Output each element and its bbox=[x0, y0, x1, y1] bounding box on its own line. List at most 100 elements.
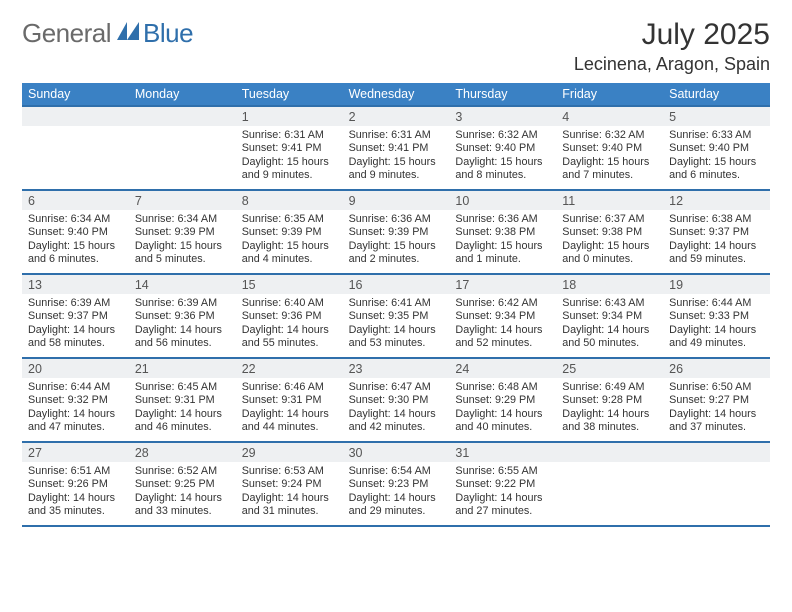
daylight-text-2: and 58 minutes. bbox=[28, 337, 123, 350]
day-number-cell: 30 bbox=[343, 443, 450, 462]
dow-header-row: Sunday Monday Tuesday Wednesday Thursday… bbox=[22, 83, 770, 105]
daylight-text: Daylight: 14 hours bbox=[455, 408, 550, 421]
sunset-text: Sunset: 9:34 PM bbox=[562, 310, 657, 323]
daylight-text: Daylight: 15 hours bbox=[242, 240, 337, 253]
daylight-text-2: and 52 minutes. bbox=[455, 337, 550, 350]
sunrise-text: Sunrise: 6:55 AM bbox=[455, 465, 550, 478]
sunset-text: Sunset: 9:26 PM bbox=[28, 478, 123, 491]
dow-cell: Sunday bbox=[22, 83, 129, 105]
sunset-text: Sunset: 9:27 PM bbox=[669, 394, 764, 407]
sunset-text: Sunset: 9:35 PM bbox=[349, 310, 444, 323]
daylight-text: Daylight: 15 hours bbox=[455, 156, 550, 169]
sunset-text: Sunset: 9:39 PM bbox=[135, 226, 230, 239]
day-number-cell: 5 bbox=[663, 107, 770, 126]
day-body-cell: Sunrise: 6:46 AMSunset: 9:31 PMDaylight:… bbox=[236, 378, 343, 441]
day-body-cell: Sunrise: 6:50 AMSunset: 9:27 PMDaylight:… bbox=[663, 378, 770, 441]
week-row: 13141516171819Sunrise: 6:39 AMSunset: 9:… bbox=[22, 273, 770, 357]
daylight-text: Daylight: 14 hours bbox=[455, 324, 550, 337]
daylight-text: Daylight: 15 hours bbox=[135, 240, 230, 253]
daylight-text-2: and 31 minutes. bbox=[242, 505, 337, 518]
daylight-text: Daylight: 14 hours bbox=[562, 324, 657, 337]
daylight-text-2: and 50 minutes. bbox=[562, 337, 657, 350]
day-body-cell: Sunrise: 6:44 AMSunset: 9:33 PMDaylight:… bbox=[663, 294, 770, 357]
daylight-text-2: and 29 minutes. bbox=[349, 505, 444, 518]
sunrise-text: Sunrise: 6:40 AM bbox=[242, 297, 337, 310]
daylight-text: Daylight: 15 hours bbox=[28, 240, 123, 253]
sunset-text: Sunset: 9:40 PM bbox=[455, 142, 550, 155]
daylight-text-2: and 2 minutes. bbox=[349, 253, 444, 266]
daylight-text: Daylight: 14 hours bbox=[349, 324, 444, 337]
sunset-text: Sunset: 9:37 PM bbox=[669, 226, 764, 239]
sunrise-text: Sunrise: 6:36 AM bbox=[349, 213, 444, 226]
calendar-body: 12345Sunrise: 6:31 AMSunset: 9:41 PMDayl… bbox=[22, 105, 770, 525]
sunrise-text: Sunrise: 6:32 AM bbox=[562, 129, 657, 142]
sunrise-text: Sunrise: 6:44 AM bbox=[669, 297, 764, 310]
day-number-cell: 15 bbox=[236, 275, 343, 294]
day-number-cell: 7 bbox=[129, 191, 236, 210]
day-number-cell: 24 bbox=[449, 359, 556, 378]
day-body-cell: Sunrise: 6:32 AMSunset: 9:40 PMDaylight:… bbox=[556, 126, 663, 189]
daylight-text: Daylight: 15 hours bbox=[669, 156, 764, 169]
daylight-text-2: and 35 minutes. bbox=[28, 505, 123, 518]
sunrise-text: Sunrise: 6:33 AM bbox=[669, 129, 764, 142]
day-body-cell: Sunrise: 6:44 AMSunset: 9:32 PMDaylight:… bbox=[22, 378, 129, 441]
daylight-text-2: and 4 minutes. bbox=[242, 253, 337, 266]
sunrise-text: Sunrise: 6:31 AM bbox=[242, 129, 337, 142]
day-number-cell: 2 bbox=[343, 107, 450, 126]
week-row: 2728293031Sunrise: 6:51 AMSunset: 9:26 P… bbox=[22, 441, 770, 525]
dow-cell: Tuesday bbox=[236, 83, 343, 105]
day-number-cell: 19 bbox=[663, 275, 770, 294]
sunrise-text: Sunrise: 6:31 AM bbox=[349, 129, 444, 142]
sunset-text: Sunset: 9:36 PM bbox=[135, 310, 230, 323]
day-number-cell: 3 bbox=[449, 107, 556, 126]
sunset-text: Sunset: 9:30 PM bbox=[349, 394, 444, 407]
dow-cell: Saturday bbox=[663, 83, 770, 105]
sunrise-text: Sunrise: 6:41 AM bbox=[349, 297, 444, 310]
sunrise-text: Sunrise: 6:48 AM bbox=[455, 381, 550, 394]
sunset-text: Sunset: 9:41 PM bbox=[242, 142, 337, 155]
dow-cell: Monday bbox=[129, 83, 236, 105]
day-number-cell: 21 bbox=[129, 359, 236, 378]
day-body-cell: Sunrise: 6:41 AMSunset: 9:35 PMDaylight:… bbox=[343, 294, 450, 357]
day-body-cell: Sunrise: 6:32 AMSunset: 9:40 PMDaylight:… bbox=[449, 126, 556, 189]
sunrise-text: Sunrise: 6:32 AM bbox=[455, 129, 550, 142]
day-number-cell: 27 bbox=[22, 443, 129, 462]
day-body-cell: Sunrise: 6:33 AMSunset: 9:40 PMDaylight:… bbox=[663, 126, 770, 189]
day-body-cell: Sunrise: 6:49 AMSunset: 9:28 PMDaylight:… bbox=[556, 378, 663, 441]
day-number-cell: 16 bbox=[343, 275, 450, 294]
brand-text-general: General bbox=[22, 18, 111, 49]
day-body-cell: Sunrise: 6:48 AMSunset: 9:29 PMDaylight:… bbox=[449, 378, 556, 441]
sunset-text: Sunset: 9:36 PM bbox=[242, 310, 337, 323]
day-body-cell: Sunrise: 6:34 AMSunset: 9:39 PMDaylight:… bbox=[129, 210, 236, 273]
daylight-text-2: and 38 minutes. bbox=[562, 421, 657, 434]
sunset-text: Sunset: 9:22 PM bbox=[455, 478, 550, 491]
month-title: July 2025 bbox=[574, 18, 770, 52]
daylight-text-2: and 53 minutes. bbox=[349, 337, 444, 350]
daylight-text: Daylight: 14 hours bbox=[242, 324, 337, 337]
day-number-cell: 26 bbox=[663, 359, 770, 378]
day-body-cell: Sunrise: 6:31 AMSunset: 9:41 PMDaylight:… bbox=[236, 126, 343, 189]
daylight-text-2: and 7 minutes. bbox=[562, 169, 657, 182]
sunset-text: Sunset: 9:23 PM bbox=[349, 478, 444, 491]
day-body-cell bbox=[556, 462, 663, 525]
sunset-text: Sunset: 9:25 PM bbox=[135, 478, 230, 491]
day-number-cell: 12 bbox=[663, 191, 770, 210]
day-number-cell: 17 bbox=[449, 275, 556, 294]
day-body-cell: Sunrise: 6:47 AMSunset: 9:30 PMDaylight:… bbox=[343, 378, 450, 441]
day-body-cell bbox=[22, 126, 129, 189]
daylight-text: Daylight: 15 hours bbox=[455, 240, 550, 253]
day-body-cell: Sunrise: 6:54 AMSunset: 9:23 PMDaylight:… bbox=[343, 462, 450, 525]
week-row: 20212223242526Sunrise: 6:44 AMSunset: 9:… bbox=[22, 357, 770, 441]
day-body-cell: Sunrise: 6:52 AMSunset: 9:25 PMDaylight:… bbox=[129, 462, 236, 525]
sunset-text: Sunset: 9:34 PM bbox=[455, 310, 550, 323]
sunrise-text: Sunrise: 6:34 AM bbox=[28, 213, 123, 226]
day-body-cell: Sunrise: 6:53 AMSunset: 9:24 PMDaylight:… bbox=[236, 462, 343, 525]
daylight-text-2: and 47 minutes. bbox=[28, 421, 123, 434]
sunrise-text: Sunrise: 6:42 AM bbox=[455, 297, 550, 310]
daylight-text: Daylight: 14 hours bbox=[455, 492, 550, 505]
daylight-text: Daylight: 14 hours bbox=[349, 408, 444, 421]
daylight-text-2: and 56 minutes. bbox=[135, 337, 230, 350]
sunrise-text: Sunrise: 6:37 AM bbox=[562, 213, 657, 226]
daylight-text: Daylight: 14 hours bbox=[669, 240, 764, 253]
sunrise-text: Sunrise: 6:43 AM bbox=[562, 297, 657, 310]
